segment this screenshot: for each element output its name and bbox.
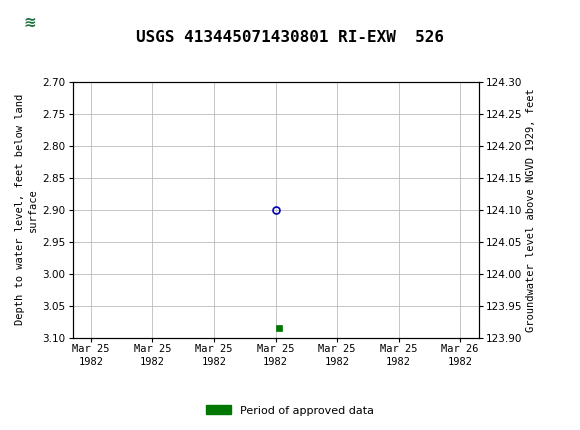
Text: ≋: ≋	[24, 15, 37, 30]
Text: USGS 413445071430801 RI-EXW  526: USGS 413445071430801 RI-EXW 526	[136, 30, 444, 45]
Y-axis label: Groundwater level above NGVD 1929, feet: Groundwater level above NGVD 1929, feet	[526, 88, 536, 332]
Text: USGS: USGS	[67, 14, 118, 31]
Y-axis label: Depth to water level, feet below land
surface: Depth to water level, feet below land su…	[15, 94, 38, 325]
Legend: Period of approved data: Period of approved data	[202, 401, 378, 420]
Bar	[3, 3, 58, 42]
